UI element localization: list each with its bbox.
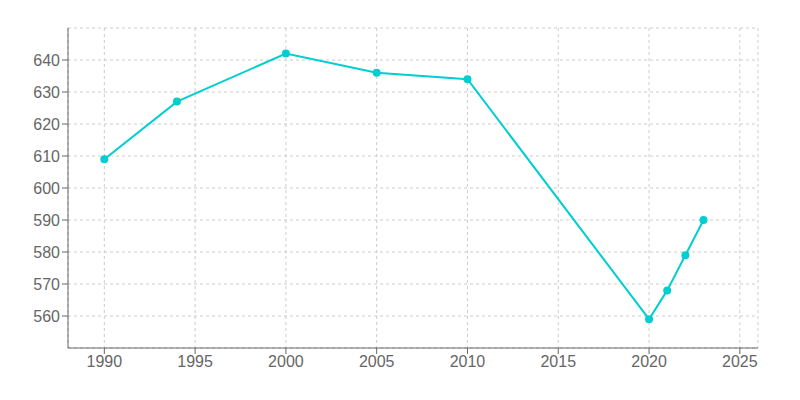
- svg-text:2010: 2010: [450, 353, 486, 370]
- svg-text:630: 630: [33, 84, 60, 101]
- svg-text:2025: 2025: [722, 353, 758, 370]
- svg-text:2000: 2000: [268, 353, 304, 370]
- svg-text:2015: 2015: [540, 353, 576, 370]
- svg-text:2020: 2020: [631, 353, 667, 370]
- svg-text:570: 570: [33, 276, 60, 293]
- svg-text:560: 560: [33, 308, 60, 325]
- svg-text:1995: 1995: [177, 353, 213, 370]
- svg-text:640: 640: [33, 52, 60, 69]
- svg-text:590: 590: [33, 212, 60, 229]
- svg-text:2005: 2005: [359, 353, 395, 370]
- svg-text:600: 600: [33, 180, 60, 197]
- svg-text:610: 610: [33, 148, 60, 165]
- svg-text:580: 580: [33, 244, 60, 261]
- svg-text:620: 620: [33, 116, 60, 133]
- svg-text:1990: 1990: [87, 353, 123, 370]
